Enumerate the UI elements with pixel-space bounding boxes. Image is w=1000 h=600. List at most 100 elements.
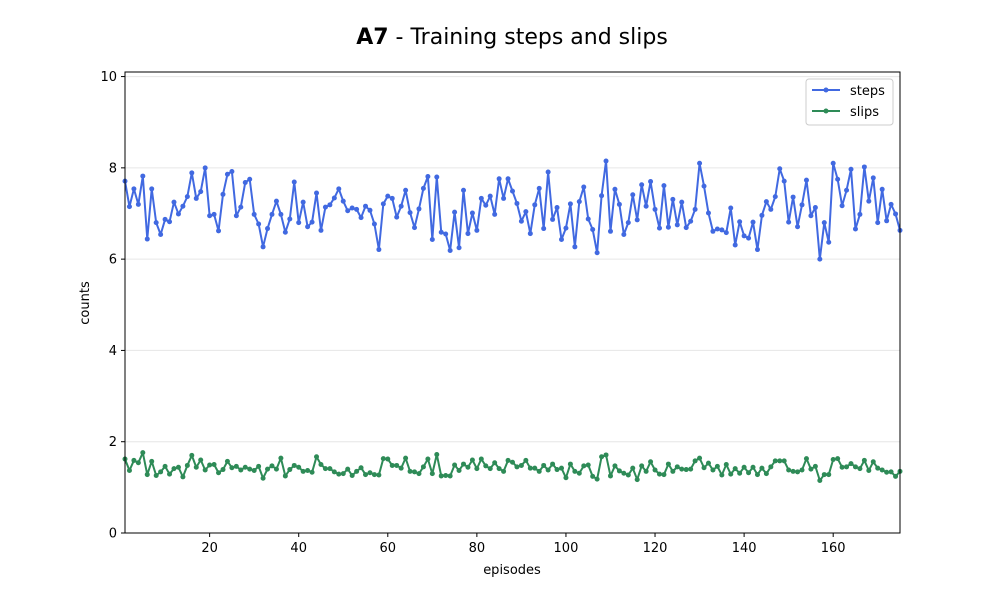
point-steps xyxy=(648,179,654,185)
point-steps xyxy=(746,235,752,241)
point-steps xyxy=(581,184,587,190)
point-slips xyxy=(599,454,605,460)
point-slips xyxy=(153,472,159,478)
point-slips xyxy=(692,458,698,464)
point-steps xyxy=(821,220,827,226)
point-slips xyxy=(216,470,222,476)
point-steps xyxy=(425,174,431,180)
y-tick-label: 10 xyxy=(100,70,117,85)
point-slips xyxy=(474,466,480,472)
point-steps xyxy=(309,219,315,225)
point-slips xyxy=(826,472,832,478)
point-slips xyxy=(741,464,747,470)
point-slips xyxy=(558,465,564,471)
x-tick-label: 60 xyxy=(380,541,397,556)
gridlines xyxy=(125,76,900,443)
point-steps xyxy=(701,183,707,189)
point-steps xyxy=(683,225,689,231)
point-slips xyxy=(238,467,244,473)
point-steps xyxy=(554,205,560,211)
point-slips xyxy=(572,468,578,474)
point-steps xyxy=(296,220,302,226)
point-slips xyxy=(371,472,377,478)
point-steps xyxy=(483,202,489,208)
point-slips xyxy=(612,463,618,469)
point-slips xyxy=(541,462,547,468)
point-slips xyxy=(790,468,796,474)
plot-frame xyxy=(124,71,901,534)
point-slips xyxy=(144,472,150,478)
point-steps xyxy=(688,218,694,224)
point-steps xyxy=(768,206,774,212)
point-steps xyxy=(728,205,734,211)
point-steps xyxy=(158,231,164,237)
y-tick-label: 4 xyxy=(109,344,117,359)
x-tick-label: 80 xyxy=(469,541,486,556)
point-slips xyxy=(581,463,587,469)
point-steps xyxy=(256,221,262,227)
point-slips xyxy=(434,451,440,457)
point-steps xyxy=(171,199,177,205)
point-slips xyxy=(224,458,230,464)
point-slips xyxy=(398,465,404,471)
point-steps xyxy=(260,244,266,250)
point-slips xyxy=(688,466,694,472)
point-slips xyxy=(679,466,685,472)
x-tick-label: 20 xyxy=(201,541,218,556)
point-steps xyxy=(380,201,386,207)
point-slips xyxy=(759,465,765,471)
point-steps xyxy=(875,220,881,226)
point-steps xyxy=(835,176,841,182)
point-steps xyxy=(795,224,801,230)
x-tick-label: 100 xyxy=(554,541,579,556)
point-steps xyxy=(625,220,631,226)
point-steps xyxy=(487,193,493,199)
point-slips xyxy=(514,464,520,470)
point-steps xyxy=(389,195,395,201)
point-slips xyxy=(510,459,515,465)
point-steps xyxy=(175,211,181,217)
point-slips xyxy=(648,459,654,465)
point-steps xyxy=(318,227,324,233)
point-slips xyxy=(585,462,591,468)
x-tick-label: 140 xyxy=(732,541,757,556)
point-slips xyxy=(683,467,689,473)
y-tick-label: 6 xyxy=(109,253,117,268)
point-steps xyxy=(652,206,658,212)
point-slips xyxy=(492,460,498,466)
point-slips xyxy=(634,477,640,483)
point-slips xyxy=(501,468,507,474)
point-slips xyxy=(149,458,155,464)
point-steps xyxy=(149,186,155,192)
point-steps xyxy=(518,218,524,224)
point-steps xyxy=(505,176,511,182)
point-slips xyxy=(527,465,533,471)
point-slips xyxy=(251,467,257,473)
point-slips xyxy=(763,471,769,477)
point-slips xyxy=(487,466,493,472)
point-slips xyxy=(407,468,413,474)
point-slips xyxy=(233,463,239,469)
point-steps xyxy=(852,226,858,232)
point-slips xyxy=(465,464,471,470)
point-steps xyxy=(621,231,627,237)
point-slips xyxy=(265,466,271,472)
point-steps xyxy=(536,185,542,191)
point-steps xyxy=(420,185,426,191)
point-slips xyxy=(728,471,734,477)
point-steps xyxy=(697,160,703,166)
legend-marker-slips xyxy=(823,108,829,114)
point-slips xyxy=(723,462,729,468)
point-slips xyxy=(848,461,854,467)
series-steps xyxy=(122,158,903,262)
point-slips xyxy=(184,462,190,468)
point-slips xyxy=(131,457,137,463)
point-steps xyxy=(314,190,320,196)
point-steps xyxy=(180,203,186,209)
point-slips xyxy=(385,456,391,462)
point-steps xyxy=(786,219,792,225)
point-steps xyxy=(216,228,222,234)
point-steps xyxy=(376,247,382,253)
series-line-steps xyxy=(124,160,901,261)
